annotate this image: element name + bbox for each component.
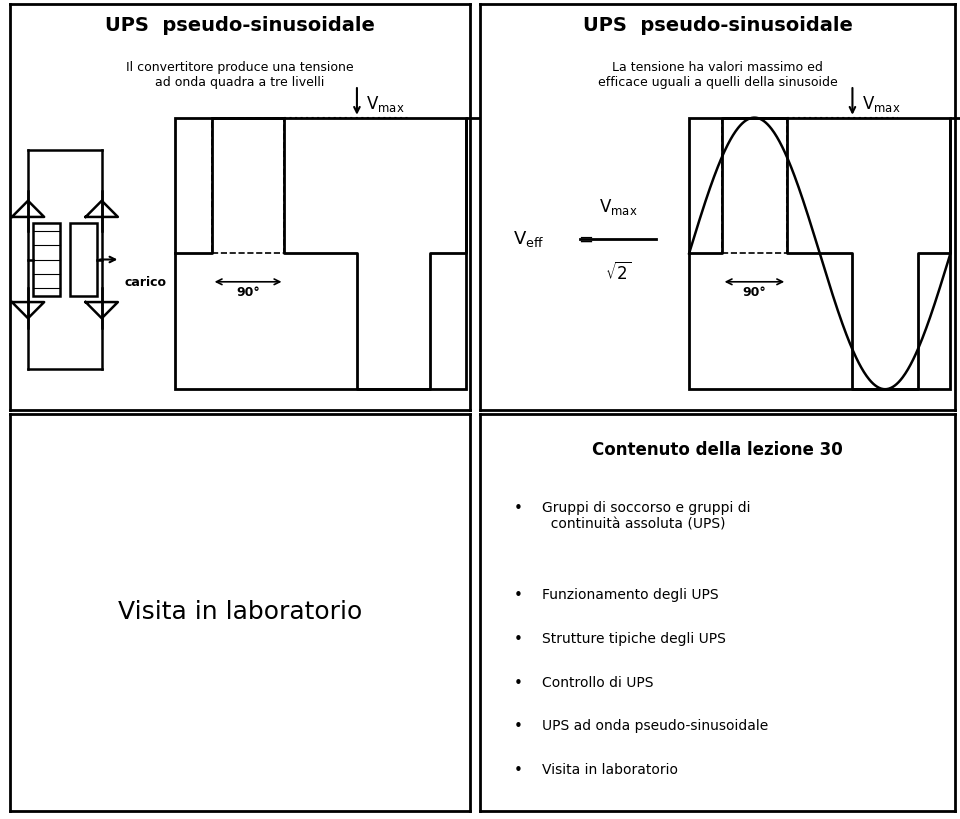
Text: $\mathsf{V_{max}}$: $\mathsf{V_{max}}$: [862, 93, 900, 114]
Text: Funzionamento degli UPS: Funzionamento degli UPS: [541, 588, 718, 602]
Text: UPS ad onda pseudo-sinusoidale: UPS ad onda pseudo-sinusoidale: [541, 719, 768, 734]
Text: Controllo di UPS: Controllo di UPS: [541, 676, 653, 690]
Text: 90°: 90°: [236, 286, 260, 299]
Text: $\mathsf{V_{max}}$: $\mathsf{V_{max}}$: [366, 93, 405, 114]
Bar: [176, 118, 466, 389]
Text: UPS  pseudo-sinusoidale: UPS pseudo-sinusoidale: [583, 16, 852, 35]
Text: UPS  pseudo-sinusoidale: UPS pseudo-sinusoidale: [105, 16, 375, 35]
Text: Strutture tipiche degli UPS: Strutture tipiche degli UPS: [541, 632, 726, 646]
Text: •: •: [514, 676, 522, 690]
Text: •: •: [514, 632, 522, 647]
Text: carico: carico: [125, 276, 167, 289]
Text: Gruppi di soccorso e gruppi di
  continuità assoluta (UPS): Gruppi di soccorso e gruppi di continuit…: [541, 501, 751, 532]
Text: La tensione ha valori massimo ed
efficace uguali a quelli della sinusoide: La tensione ha valori massimo ed efficac…: [598, 61, 837, 88]
Text: Visita in laboratorio: Visita in laboratorio: [541, 763, 678, 777]
Bar: [69, 223, 97, 296]
Text: Visita in laboratorio: Visita in laboratorio: [118, 600, 362, 624]
Text: Il convertitore produce una tensione
ad onda quadra a tre livelli: Il convertitore produce una tensione ad …: [126, 61, 354, 88]
Text: $\mathsf{V_{max}}$: $\mathsf{V_{max}}$: [598, 197, 637, 217]
Bar: [33, 223, 60, 296]
Text: •: •: [514, 588, 522, 604]
Text: $=$: $=$: [575, 230, 593, 248]
Text: •: •: [514, 501, 522, 516]
Bar: [689, 118, 950, 389]
Text: 90°: 90°: [742, 286, 766, 299]
Text: $\sqrt{2}$: $\sqrt{2}$: [605, 261, 631, 283]
Bar: [722, 118, 787, 253]
Bar: [212, 118, 284, 253]
Text: •: •: [514, 719, 522, 735]
Text: •: •: [514, 763, 522, 778]
Text: Contenuto della lezione 30: Contenuto della lezione 30: [592, 441, 843, 459]
Text: $\mathsf{V_{eff}}$: $\mathsf{V_{eff}}$: [514, 229, 544, 249]
